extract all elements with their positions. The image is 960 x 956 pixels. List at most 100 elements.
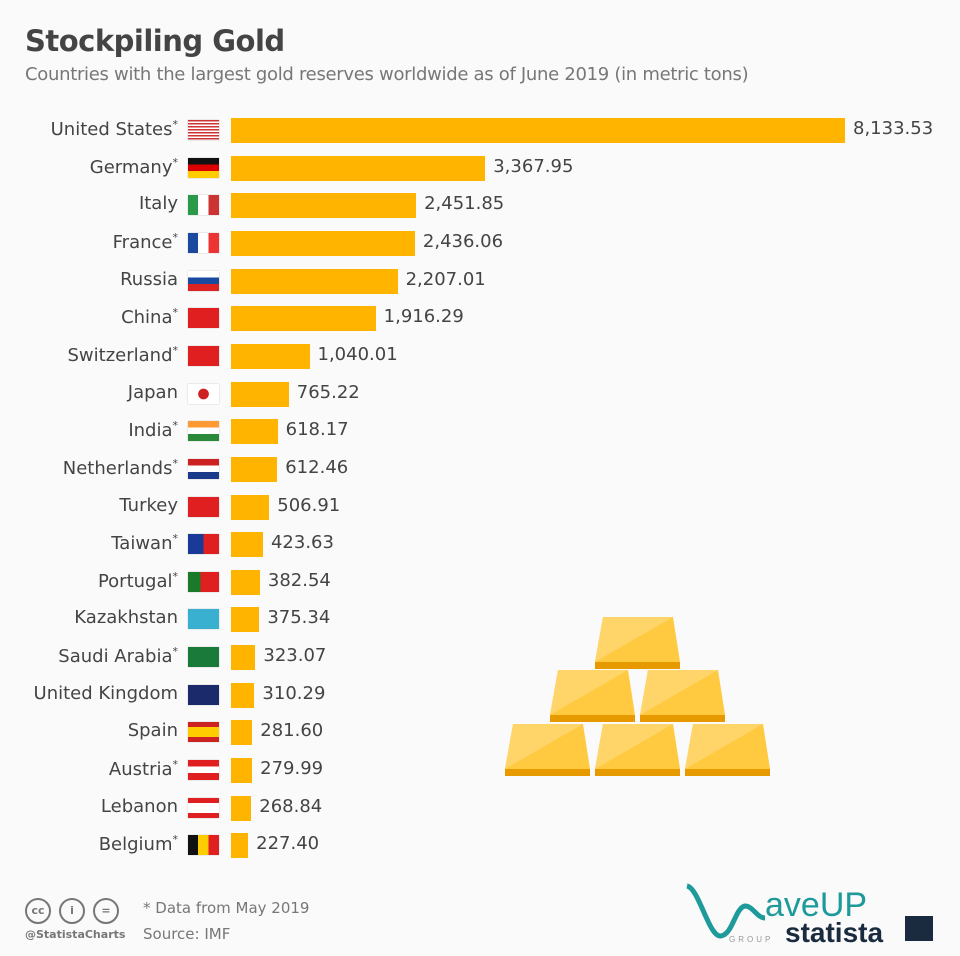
- bar-row: India* 618.17: [0, 416, 960, 446]
- statista-handle: @StatistaCharts: [25, 928, 126, 941]
- bar: [231, 795, 252, 821]
- footnote: * Data from May 2019: [143, 899, 310, 917]
- value-label: 310.29: [262, 682, 326, 704]
- value-label: 279.99: [260, 758, 324, 780]
- category-label: Austria*: [108, 758, 178, 781]
- category-label: Belgium*: [98, 833, 178, 856]
- value-label: 281.60: [260, 720, 324, 742]
- category-label: Lebanon: [100, 795, 178, 817]
- bar-row: Saudi Arabia* 323.07: [0, 642, 960, 672]
- bar-row: United Kingdom 310.29: [0, 680, 960, 710]
- bar-row: Germany* 3,367.95: [0, 153, 960, 183]
- gold-ingot: [595, 617, 673, 662]
- svg-text:statista: statista: [785, 917, 883, 944]
- category-label: India*: [128, 419, 178, 442]
- gold-ingot: [550, 715, 635, 722]
- flag-icon: [188, 270, 219, 291]
- bar-row: Netherlands* 612.46: [0, 454, 960, 484]
- bar: [231, 343, 310, 369]
- bar-row: China* 1,916.29: [0, 303, 960, 333]
- bar-row: Turkey 506.91: [0, 492, 960, 522]
- value-label: 323.07: [263, 645, 327, 667]
- bar: [231, 118, 845, 143]
- bar: [231, 456, 278, 482]
- no-derivatives-icon: =: [93, 898, 119, 924]
- flag-icon: [188, 534, 219, 555]
- svg-text:aveUP: aveUP: [765, 886, 867, 924]
- category-label: Japan: [127, 381, 178, 403]
- value-label: 2,451.85: [424, 193, 505, 215]
- gold-ingot: [505, 769, 590, 776]
- bar: [231, 494, 270, 520]
- value-label: 618.17: [285, 419, 349, 441]
- bar-row: Spain 281.60: [0, 717, 960, 747]
- category-label: Netherlands*: [62, 456, 178, 479]
- gold-ingot: [595, 769, 680, 776]
- flag-icon: [188, 383, 219, 404]
- flag-icon: [188, 797, 219, 818]
- bar: [231, 532, 263, 558]
- category-label: Portugal*: [97, 569, 178, 592]
- value-label: 765.22: [296, 381, 360, 403]
- gold-ingot: [640, 670, 718, 715]
- category-label: Spain: [127, 720, 178, 742]
- chart-title: Stockpiling Gold: [25, 24, 285, 58]
- bar-row: Japan 765.22: [0, 379, 960, 409]
- category-label: United Kingdom: [33, 682, 178, 704]
- bar-row: Italy 2,451.85: [0, 190, 960, 220]
- gold-ingot: [640, 715, 725, 722]
- category-label: Taiwan*: [111, 532, 178, 555]
- flag-icon: [188, 345, 219, 366]
- bar: [231, 569, 260, 595]
- bar: [231, 155, 486, 181]
- value-label: 1,916.29: [383, 306, 464, 328]
- category-label: Switzerland*: [67, 343, 179, 366]
- chart-subtitle: Countries with the largest gold reserves…: [25, 64, 749, 85]
- bar: [231, 419, 278, 445]
- flag-icon: [188, 571, 219, 592]
- bar-row: United States* 8,133.53: [0, 115, 960, 145]
- gold-ingot: [685, 769, 770, 776]
- flag-icon: [188, 647, 219, 668]
- flag-icon: [188, 308, 219, 329]
- flag-icon: [188, 157, 219, 178]
- bar-row: France* 2,436.06: [0, 228, 960, 258]
- bar: [231, 720, 253, 746]
- bar-row: Austria* 279.99: [0, 755, 960, 785]
- bar: [231, 682, 255, 708]
- bar: [231, 833, 249, 859]
- bar-row: Portugal* 382.54: [0, 567, 960, 597]
- flag-icon: [188, 722, 219, 743]
- value-label: 227.40: [256, 833, 320, 855]
- category-label: Kazakhstan: [74, 607, 178, 629]
- bar: [231, 607, 260, 633]
- cc-icon: cc: [25, 898, 51, 924]
- bar: [231, 758, 253, 784]
- flag-icon: [188, 609, 219, 630]
- category-label: Turkey: [119, 494, 178, 516]
- bar-row: Lebanon 268.84: [0, 793, 960, 823]
- gold-bars-illustration: [505, 617, 770, 776]
- category-label: Germany*: [89, 155, 178, 178]
- bar: [231, 381, 289, 407]
- bar: [231, 306, 376, 332]
- gold-ingot: [685, 724, 763, 769]
- value-label: 268.84: [259, 795, 323, 817]
- bar-chart: United States* 8,133.53 Germany* 3,367.95 It…: [0, 115, 960, 860]
- gold-ingot: [550, 670, 628, 715]
- bar-row: Belgium* 227.40: [0, 830, 960, 860]
- source: Source: IMF: [143, 925, 231, 943]
- flag-icon: [188, 458, 219, 479]
- value-label: 2,207.01: [405, 268, 486, 290]
- value-label: 375.34: [267, 607, 331, 629]
- category-label: Italy: [138, 193, 178, 215]
- value-label: 2,436.06: [422, 230, 504, 252]
- bar-row: Russia 2,207.01: [0, 266, 960, 296]
- flag-icon: [188, 496, 219, 517]
- value-label: 506.91: [277, 494, 341, 516]
- flag-icon: [188, 421, 219, 442]
- bar-row: Kazakhstan 375.34: [0, 604, 960, 634]
- flag-icon: [188, 232, 219, 253]
- value-label: 1,040.01: [317, 343, 398, 365]
